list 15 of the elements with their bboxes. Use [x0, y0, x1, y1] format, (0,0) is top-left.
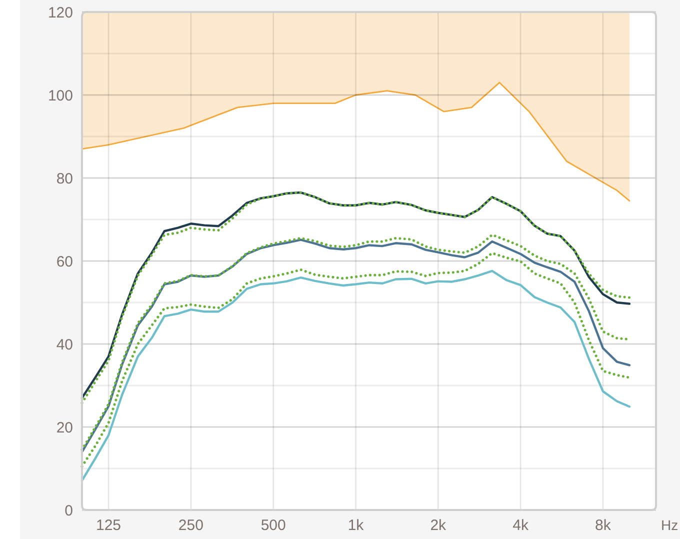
y-tick-label: 80	[56, 170, 73, 188]
y-tick-label: 20	[56, 419, 73, 436]
x-tick-label: 1k	[348, 517, 364, 534]
y-tick-label: 120	[48, 4, 73, 22]
x-tick-label: 2k	[430, 517, 447, 534]
x-tick-label: 4k	[512, 517, 529, 534]
y-tick-label: 40	[56, 336, 73, 354]
y-tick-label: 0	[64, 502, 73, 520]
y-tick-label: 100	[48, 87, 73, 104]
y-tick-label: 60	[56, 253, 73, 270]
x-axis-title: Hz	[661, 517, 678, 533]
x-tick-label: 250	[178, 517, 204, 534]
x-tick-label: 125	[96, 517, 122, 534]
x-tick-label: 8k	[595, 517, 612, 534]
x-tick-label: 500	[260, 517, 286, 534]
